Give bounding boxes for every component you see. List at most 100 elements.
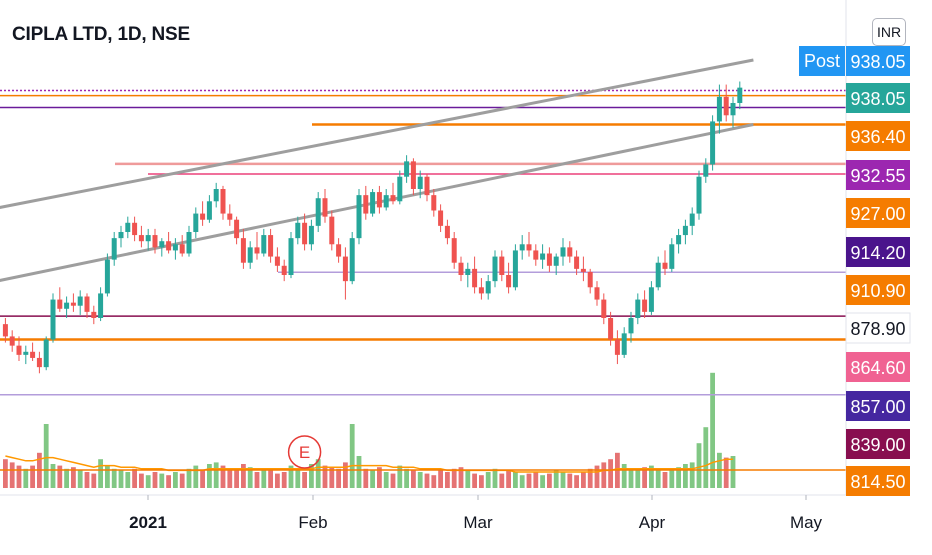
volume-bar: [519, 475, 525, 488]
candle-body: [64, 302, 70, 309]
volume-bar: [139, 473, 144, 488]
candle-body: [546, 253, 552, 266]
candle-body: [689, 213, 695, 226]
volume-bar: [159, 473, 165, 488]
volume-bar: [213, 462, 219, 488]
candle-body: [30, 351, 36, 358]
candle-body: [669, 244, 675, 269]
volume-bar: [513, 472, 518, 488]
candle-body: [336, 244, 342, 257]
candle-body: [642, 299, 648, 312]
candle-body: [383, 195, 389, 208]
candle-body: [710, 121, 716, 165]
volume-bar: [730, 456, 736, 488]
price-label-value: 878.90: [850, 319, 905, 339]
candle-body: [533, 250, 539, 260]
volume-bar: [23, 468, 29, 488]
candle-body: [315, 198, 321, 226]
candle-body: [492, 256, 498, 282]
price-label-value: 927.00: [850, 204, 905, 224]
candle-body: [329, 216, 335, 245]
candle-body: [281, 265, 287, 275]
volume-bar: [43, 424, 49, 488]
candle-body: [458, 262, 464, 275]
price-label-value: 910.90: [850, 281, 905, 301]
volume-bar: [179, 473, 185, 488]
candle-body: [247, 247, 253, 263]
volume-bar: [451, 468, 457, 488]
trendline: [0, 58, 754, 209]
volume-bar: [329, 467, 335, 488]
volume-bar: [458, 467, 464, 488]
volume-bar: [16, 465, 22, 488]
volume-bar: [349, 424, 355, 488]
candle-body: [723, 96, 729, 116]
candle-body: [111, 238, 117, 260]
candle-body: [36, 357, 42, 368]
candle-body: [186, 232, 192, 254]
candle-body: [567, 247, 573, 257]
candle-body: [444, 225, 450, 239]
volume-bar: [220, 465, 226, 488]
volume-bar: [336, 468, 341, 488]
post-price-bg: [846, 46, 910, 76]
candle-body: [431, 195, 437, 211]
candle-body: [172, 244, 178, 251]
candle-body: [655, 262, 661, 288]
candle-body: [601, 299, 607, 318]
candle-body: [540, 253, 546, 260]
price-label-bg: [846, 429, 910, 459]
volume-bar: [472, 473, 477, 488]
candle-body: [349, 238, 355, 282]
event-markers: E: [287, 435, 322, 469]
price-label-value: 839.00: [850, 435, 905, 455]
volume-bar: [30, 465, 35, 488]
trendlines: [0, 58, 754, 283]
volume-bar: [111, 468, 117, 488]
candle-body: [342, 256, 348, 282]
volume-bar: [343, 462, 348, 488]
candle-body: [50, 299, 56, 340]
candle-body: [703, 164, 709, 177]
candle-body: [682, 225, 688, 236]
volume-bar: [383, 472, 389, 488]
volume-bar: [587, 468, 593, 488]
volume-bar: [254, 472, 260, 488]
candle-body: [308, 225, 314, 245]
price-label: 857.00: [846, 391, 910, 421]
volume-bar: [710, 372, 715, 488]
post-price-value: 938.05: [850, 52, 905, 72]
volume-bar: [438, 470, 443, 488]
volume-bar: [635, 470, 641, 488]
volume-bar: [132, 468, 137, 488]
candle-body: [23, 351, 29, 355]
volume-bar: [9, 462, 15, 488]
price-label-bg: [846, 121, 910, 151]
candle-body: [451, 238, 457, 263]
candle-body: [166, 241, 172, 251]
candle-body: [635, 299, 641, 318]
candle-body: [125, 222, 131, 232]
candle-body: [587, 271, 593, 288]
volume-bar: [723, 457, 729, 488]
candle-body: [376, 192, 382, 208]
candle-body: [716, 96, 722, 122]
post-button[interactable]: Post: [799, 46, 845, 76]
volume-bar: [424, 473, 430, 488]
currency-button[interactable]: INR: [872, 18, 906, 46]
price-label-value: 914.20: [850, 243, 905, 263]
candle-body: [70, 302, 76, 306]
volume-bar: [105, 465, 110, 488]
price-label-bg: [846, 237, 910, 267]
candle-body: [404, 161, 410, 177]
price-label-bg: [846, 275, 910, 305]
candle-body: [16, 345, 22, 355]
candle-body: [526, 244, 532, 251]
volume-bar: [642, 467, 647, 488]
price-label-value: 932.55: [850, 166, 905, 186]
volume-bar: [581, 472, 586, 488]
volume-bar: [431, 475, 437, 488]
candle-body: [43, 339, 49, 368]
